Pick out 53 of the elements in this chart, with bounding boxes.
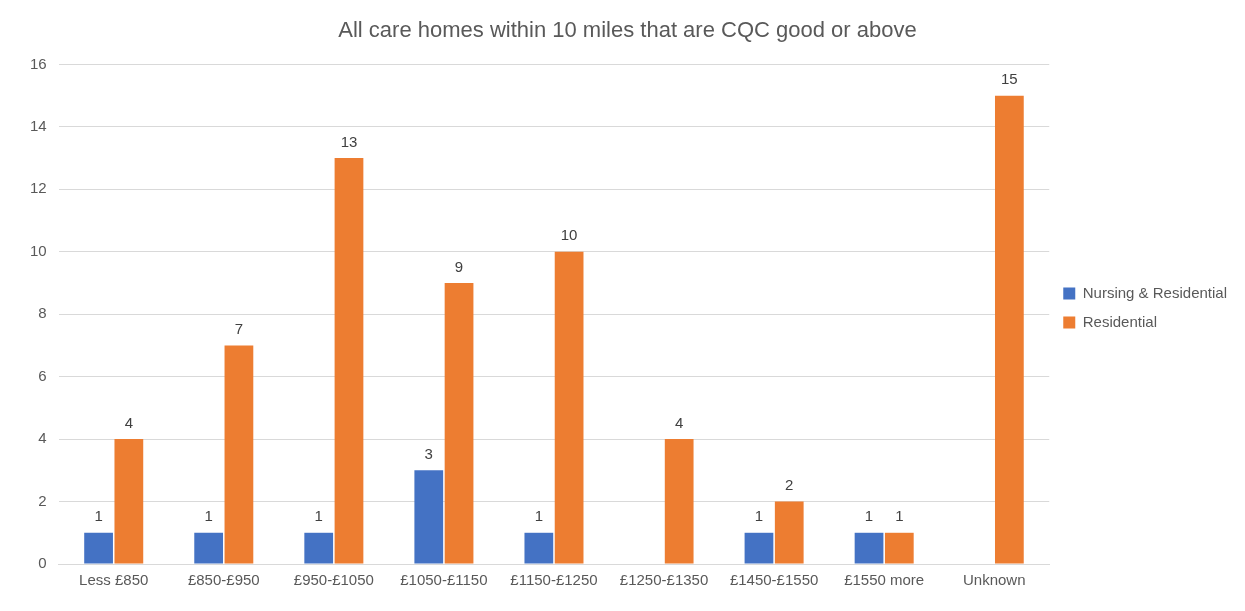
- bar: [744, 532, 774, 564]
- x-tick-label: £850-£950: [187, 571, 260, 589]
- bar: [994, 95, 1024, 564]
- bar: [304, 532, 334, 564]
- data-label: 7: [234, 320, 244, 338]
- y-tick-label: 2: [38, 491, 47, 509]
- x-tick-label: £1050-£1150: [400, 571, 488, 589]
- data-label: 1: [754, 507, 764, 525]
- bar: [774, 501, 804, 564]
- bar: [854, 532, 884, 564]
- bar: [444, 282, 474, 564]
- y-tick-label: 4: [38, 429, 47, 447]
- data-label: 2: [785, 476, 794, 494]
- y-tick-label: 8: [38, 304, 47, 322]
- bar: [84, 532, 113, 564]
- data-label: 10: [560, 226, 578, 244]
- data-label: 1: [864, 507, 874, 525]
- y-tick-label: 0: [38, 554, 47, 572]
- data-label: 4: [124, 413, 134, 431]
- legend-label: Residential: [1082, 312, 1157, 330]
- bar: [664, 439, 694, 564]
- x-tick-label: Unknown: [962, 571, 1026, 589]
- data-label: 1: [314, 507, 323, 525]
- data-label: 3: [424, 444, 433, 462]
- y-tick-label: 12: [30, 179, 47, 197]
- data-label: 4: [675, 413, 684, 431]
- bar: [194, 532, 224, 564]
- data-label: 1: [204, 507, 213, 525]
- bar: [334, 158, 364, 564]
- data-label: 13: [340, 132, 358, 150]
- chart-title: All care homes within 10 miles that are CQC good or above: [338, 17, 917, 43]
- x-tick-label: £1450-£1550: [729, 571, 819, 589]
- bar: [554, 251, 584, 564]
- x-tick-label: £950-£1050: [293, 571, 374, 589]
- bar: [414, 470, 444, 564]
- legend-label: Nursing & Residential: [1082, 283, 1228, 301]
- y-tick-label: 10: [30, 241, 47, 259]
- y-tick-label: 14: [30, 116, 47, 134]
- bar: [114, 439, 144, 564]
- data-label: 1: [94, 507, 103, 525]
- y-tick-label: 6: [38, 366, 47, 384]
- y-tick-label: 16: [30, 54, 47, 72]
- data-label: 1: [534, 507, 544, 525]
- x-tick-label: £1550 more: [844, 571, 925, 589]
- data-label: 9: [454, 257, 464, 275]
- x-tick-label: £1150-£1250: [510, 571, 598, 589]
- bar: [224, 345, 254, 564]
- x-tick-label: Less £850: [79, 571, 149, 589]
- x-tick-label: £1250-£1350: [619, 571, 709, 589]
- data-label: 15: [1001, 70, 1018, 88]
- bar: [884, 532, 914, 564]
- data-label: 1: [895, 507, 904, 525]
- bar: [524, 532, 554, 564]
